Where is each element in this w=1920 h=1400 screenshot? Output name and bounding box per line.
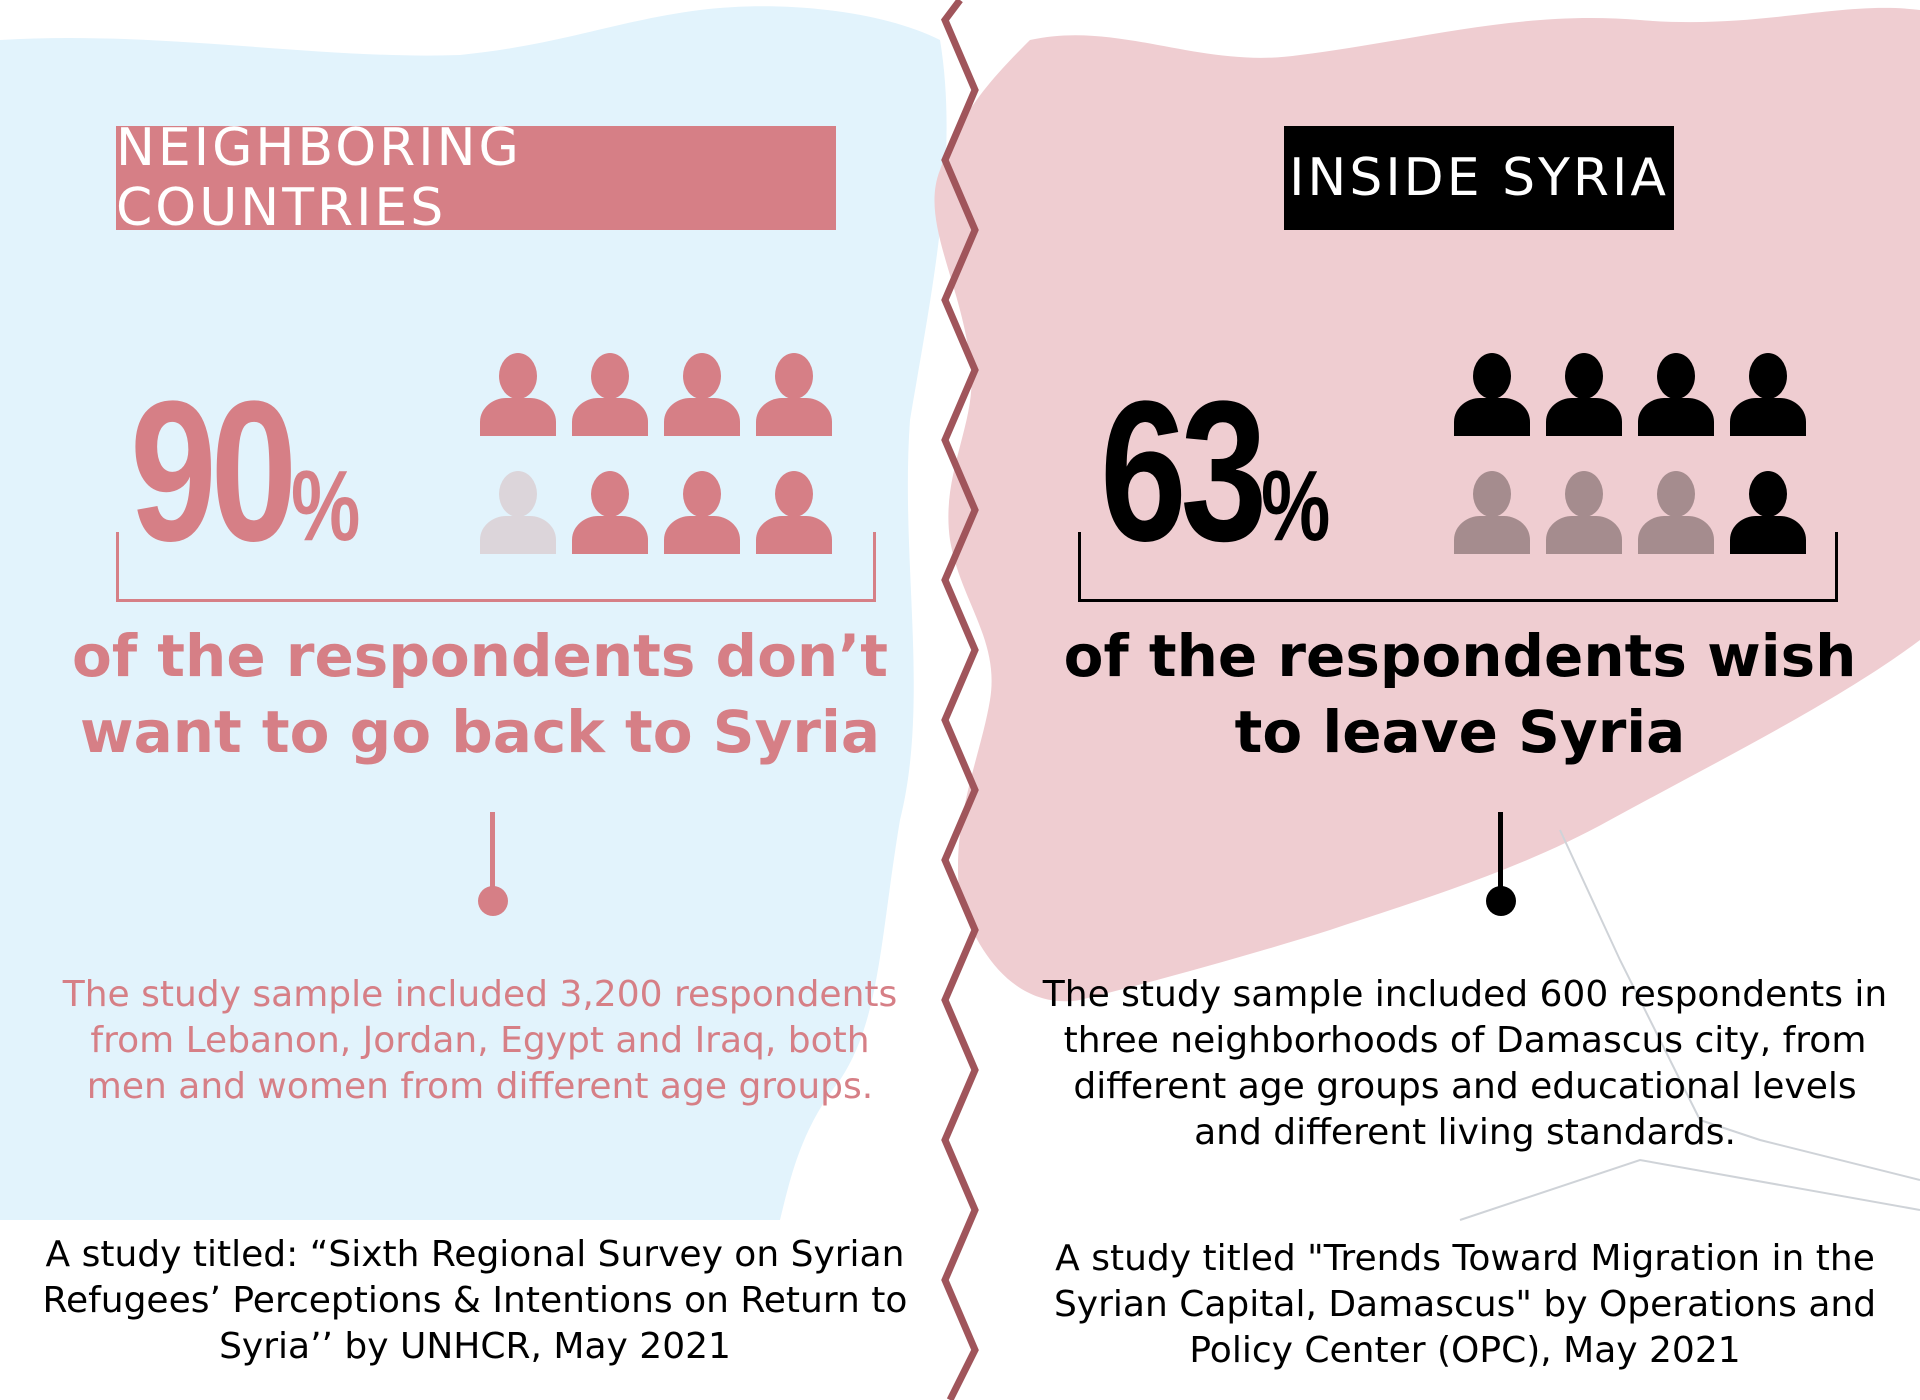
zigzag-divider bbox=[940, 0, 979, 1400]
inside-syria-label-text: INSIDE SYRIA bbox=[1289, 148, 1669, 208]
left-bracket bbox=[116, 532, 876, 602]
right-pin-dot bbox=[1486, 886, 1516, 916]
person-icon-muted bbox=[476, 470, 560, 558]
person-icon bbox=[568, 470, 652, 558]
right-percentage: 63% bbox=[1100, 372, 1330, 572]
person-icon bbox=[660, 352, 744, 440]
person-icon bbox=[1542, 352, 1626, 440]
inside-syria-label: INSIDE SYRIA bbox=[1284, 126, 1674, 230]
person-icon bbox=[1450, 352, 1534, 440]
person-icon bbox=[568, 352, 652, 440]
right-sample-text: The study sample included 600 respondent… bbox=[1042, 974, 1888, 1153]
person-icon-muted bbox=[1450, 470, 1534, 558]
person-icon-muted bbox=[1542, 470, 1626, 558]
left-percentage: 90% bbox=[130, 372, 360, 572]
person-icon bbox=[752, 352, 836, 440]
person-icon bbox=[1634, 352, 1718, 440]
border-line bbox=[1459, 1158, 1920, 1221]
right-bracket bbox=[1078, 532, 1838, 602]
right-claim-text: of the respondents wish to leave Syria bbox=[1063, 622, 1857, 766]
neighboring-region-shape bbox=[0, 6, 947, 1220]
right-pin-line bbox=[1498, 812, 1503, 894]
left-claim-text: of the respondents don’t want to go back… bbox=[72, 622, 888, 766]
person-icon bbox=[476, 352, 560, 440]
syria-map-shape bbox=[934, 7, 1920, 1002]
right-percentage-value: 63 bbox=[1100, 360, 1267, 583]
border-line bbox=[1559, 829, 1920, 1181]
right-source-text: A study titled "Trends Toward Migration … bbox=[1053, 1238, 1877, 1371]
person-icon bbox=[660, 470, 744, 558]
left-source-text: A study titled: “Sixth Regional Survey o… bbox=[42, 1234, 908, 1367]
person-icon-muted bbox=[1634, 470, 1718, 558]
neighboring-countries-label: NEIGHBORING COUNTRIES bbox=[116, 118, 836, 238]
left-percentage-value: 90 bbox=[130, 360, 297, 583]
left-pin-line bbox=[490, 812, 495, 894]
left-pin-dot bbox=[478, 886, 508, 916]
person-icon bbox=[1726, 352, 1810, 440]
neighboring-countries-label-text: NEIGHBORING COUNTRIES bbox=[116, 118, 522, 238]
right-percentage-sign: % bbox=[1261, 450, 1331, 562]
left-percentage-sign: % bbox=[291, 450, 361, 562]
left-sample-text: The study sample included 3,200 responde… bbox=[62, 974, 898, 1107]
person-icon bbox=[752, 470, 836, 558]
person-icon bbox=[1726, 470, 1810, 558]
